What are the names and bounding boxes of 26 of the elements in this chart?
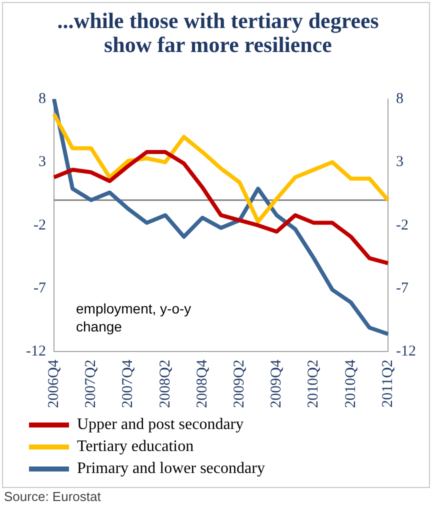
x-tick-label: 2006Q4 [46,359,62,408]
x-tick-label: 2009Q4 [268,359,285,408]
x-tick-label: 2009Q2 [231,360,248,408]
x-tick-label: 2011Q2 [380,360,396,408]
legend-label: Tertiary education [77,438,194,456]
y-tick-label: -7 [33,280,46,296]
y2-tick-label: 3 [396,154,404,170]
x-tick-label: 2007Q4 [120,359,136,408]
y2-tick-label: 8 [396,90,404,107]
x-tick-label: 2007Q2 [83,360,100,408]
y-tick-label: -12 [26,344,46,360]
x-tick-label: 2008Q4 [194,359,210,408]
x-tick-label: 2010Q4 [342,359,359,408]
y-tick-label: 3 [38,154,46,170]
legend-label: Upper and post secondary [77,416,244,434]
chart-title: ...while those with tertiary degrees show far more resilience [56,8,380,57]
x-tick-label: 2008Q2 [157,360,174,408]
y2-tick-label: -2 [396,217,409,234]
annotation: employment, y-o-y change [76,300,192,335]
x-tick-label: 2010Q2 [306,360,322,408]
y2-tick-label: -12 [396,344,416,360]
legend-label: Primary and lower secondary [77,460,265,478]
source-note: Source: Eurostat [4,489,101,504]
y-tick-label: 8 [38,90,46,107]
y-tick-label: -2 [33,217,46,234]
y2-tick-label: -7 [396,280,409,296]
